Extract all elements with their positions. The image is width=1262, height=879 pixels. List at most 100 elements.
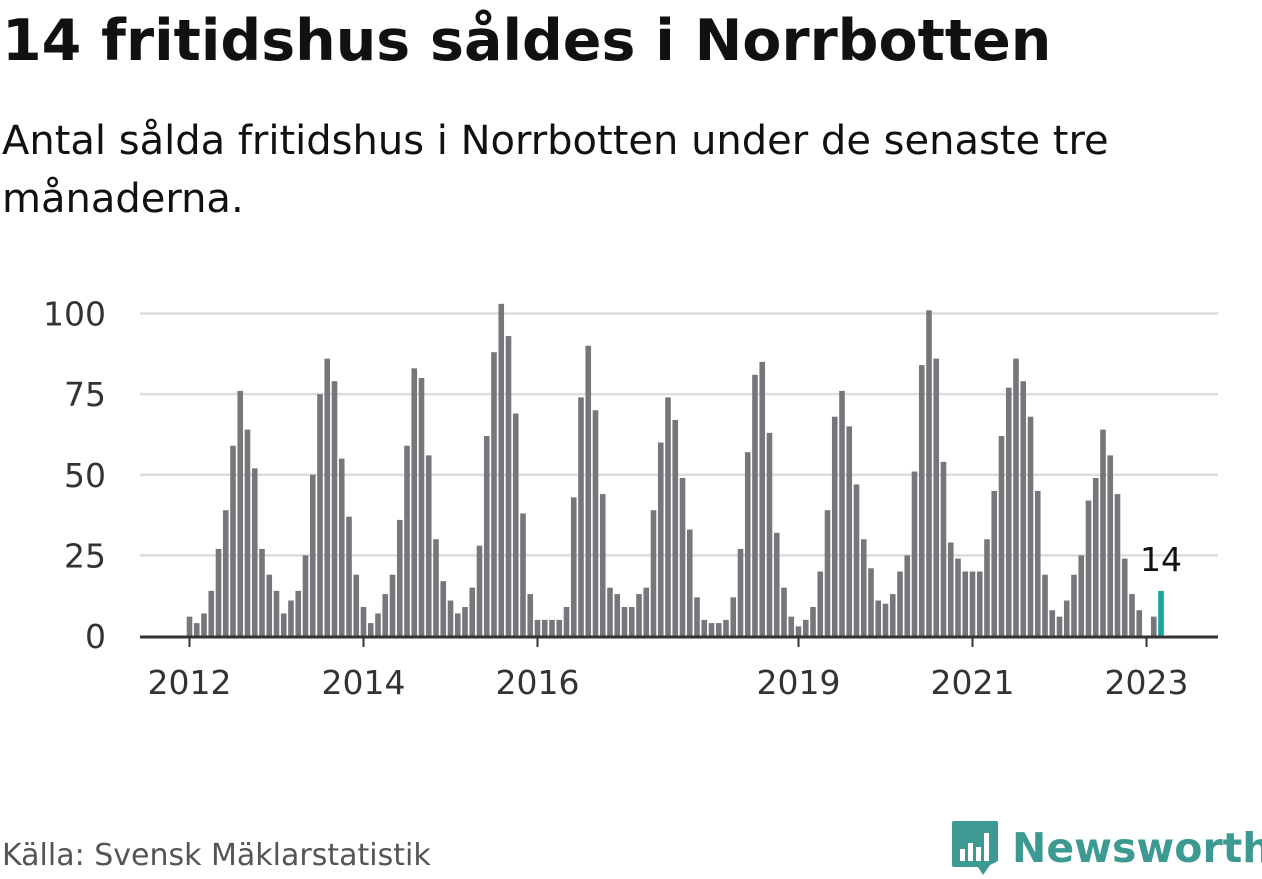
bar — [425, 455, 432, 636]
bar — [244, 429, 251, 636]
bar — [730, 597, 737, 636]
bar — [505, 336, 512, 636]
bar — [875, 600, 882, 636]
bar — [1136, 610, 1143, 636]
bar — [396, 519, 403, 636]
bar — [665, 397, 671, 636]
bar — [788, 616, 795, 636]
x-tick-label: 2023 — [1105, 663, 1189, 702]
bar — [694, 597, 700, 636]
bar — [868, 568, 874, 636]
y-tick-label: 50 — [64, 456, 106, 495]
bar — [991, 490, 998, 636]
bar — [1100, 429, 1106, 636]
bar — [527, 594, 534, 636]
x-axis-ticks: 2012 2014 2016 2019 2021 2023 — [148, 638, 1189, 702]
bar — [324, 358, 331, 636]
bar — [331, 381, 338, 636]
bar — [1042, 574, 1048, 636]
gridlines — [140, 312, 1218, 557]
x-tick-label: 2021 — [931, 663, 1015, 702]
bar — [744, 452, 751, 636]
bar — [701, 619, 708, 636]
y-tick-label: 0 — [85, 617, 106, 656]
bar — [599, 494, 606, 636]
y-tick-label: 75 — [64, 375, 106, 414]
bar — [266, 574, 273, 636]
y-tick-label: 100 — [43, 295, 106, 334]
bar — [186, 616, 193, 636]
bar — [926, 310, 932, 636]
bar — [911, 471, 918, 636]
bar — [447, 600, 454, 636]
source-note: Källa: Svensk Mäklarstatistik — [2, 838, 431, 873]
bar — [418, 378, 425, 636]
bar — [259, 548, 265, 636]
newsworthy-logo-icon — [952, 821, 998, 875]
bar — [897, 571, 903, 636]
bar — [295, 590, 302, 636]
bar — [759, 361, 766, 636]
bars — [186, 303, 1164, 636]
bar — [831, 416, 838, 636]
bar — [433, 539, 439, 636]
bar — [404, 445, 410, 636]
bar — [962, 571, 969, 636]
bar — [1020, 381, 1027, 636]
bar — [715, 623, 722, 636]
bar — [650, 510, 657, 636]
bar — [984, 539, 990, 636]
bar — [686, 529, 693, 636]
bar — [215, 548, 222, 636]
bar — [802, 619, 809, 636]
bar — [440, 581, 447, 636]
bar — [824, 510, 831, 636]
bar — [679, 477, 686, 636]
bar — [1056, 616, 1063, 636]
bar — [1121, 558, 1128, 636]
bar-chart: 0 25 50 75 100 2012 2014 2016 2019 2021 2023 14 — [43, 295, 1218, 702]
bar — [657, 442, 664, 636]
bar — [1078, 555, 1085, 636]
bar — [723, 619, 729, 636]
bar — [208, 590, 215, 636]
bar — [1129, 594, 1135, 636]
bar — [621, 606, 628, 636]
bar — [491, 352, 497, 636]
bar — [1107, 455, 1114, 636]
bar — [737, 548, 744, 636]
bar — [483, 436, 490, 636]
bar — [367, 623, 374, 636]
bar — [280, 613, 287, 636]
bar — [860, 539, 867, 636]
bar — [889, 594, 896, 636]
bar — [563, 606, 570, 636]
bar — [346, 516, 352, 636]
bar — [643, 587, 650, 636]
bar — [1071, 574, 1077, 636]
bar — [411, 368, 418, 636]
bar-highlight — [1158, 590, 1164, 636]
bar — [969, 571, 976, 636]
x-tick-label: 2014 — [322, 663, 406, 702]
bar — [454, 613, 461, 636]
bar — [955, 558, 961, 636]
bar — [201, 613, 207, 636]
x-tick-label: 2016 — [496, 663, 580, 702]
x-tick-label: 2012 — [148, 663, 232, 702]
bar — [853, 484, 860, 636]
bar — [933, 358, 940, 636]
bar — [273, 590, 280, 636]
y-axis-ticks: 0 25 50 75 100 — [43, 295, 106, 657]
bar — [1063, 600, 1070, 636]
bar — [585, 345, 592, 636]
bar — [251, 468, 258, 636]
bar — [766, 432, 773, 636]
bar — [237, 390, 244, 636]
bar — [940, 461, 947, 636]
bar — [476, 545, 483, 636]
bar — [918, 365, 925, 636]
bar — [222, 510, 229, 636]
bar — [288, 600, 294, 636]
bar — [541, 619, 548, 636]
